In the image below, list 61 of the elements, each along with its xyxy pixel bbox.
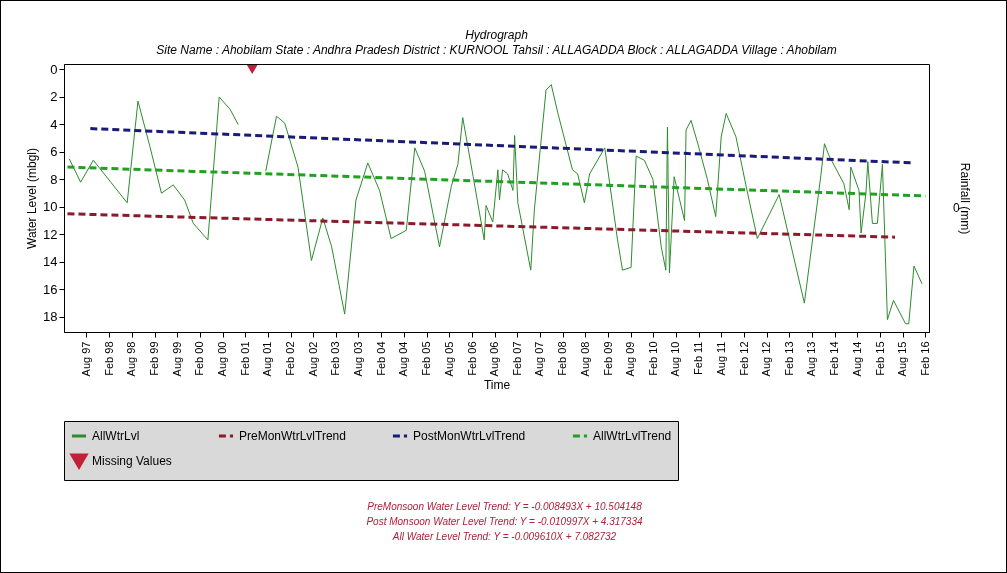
y-tick-label: 14 bbox=[43, 254, 58, 270]
x-tick-label: Feb 13 bbox=[782, 341, 795, 376]
x-tick-label: Aug 02 bbox=[306, 341, 319, 377]
x-tick-label: Aug 05 bbox=[442, 341, 455, 377]
legend-label: PreMonWtrLvlTrend bbox=[239, 429, 346, 443]
x-tick-label: Aug 13 bbox=[805, 341, 818, 377]
x-tick-label: Feb 11 bbox=[692, 341, 705, 375]
text: Post Monsoon Water Level Trend: Y = -0.010997X + 4.317334 bbox=[365, 515, 644, 529]
x-tick-label: Aug 99 bbox=[170, 341, 183, 377]
x-tick-label: Aug 00 bbox=[216, 341, 229, 377]
y-tick-label: 8 bbox=[50, 171, 58, 187]
x-tick-label: Feb 14 bbox=[828, 341, 841, 376]
y-axis-title: Water Level (mbgl) bbox=[25, 148, 40, 249]
x-tick-label: Feb 08 bbox=[556, 341, 569, 376]
x-tick-label: Feb 99 bbox=[148, 341, 161, 376]
x-tick-label: Aug 08 bbox=[578, 341, 591, 377]
x-tick-label: Feb 09 bbox=[601, 341, 614, 376]
x-tick-label: Aug 97 bbox=[79, 341, 92, 377]
x-tick-label: Feb 15 bbox=[873, 341, 886, 376]
x-tick-label: Aug 15 bbox=[896, 341, 909, 377]
x-tick-label: Aug 12 bbox=[760, 341, 773, 377]
x-tick-label: Aug 04 bbox=[397, 341, 410, 377]
x-tick-label: Aug 03 bbox=[351, 341, 364, 377]
text: 0 bbox=[953, 201, 960, 215]
text: All Water Level Trend: Y = -0.009610X + 7.082732 bbox=[391, 530, 618, 544]
x-tick-label: Aug 07 bbox=[533, 341, 546, 377]
legend-label: AllWtrLvlTrend bbox=[593, 429, 672, 443]
y-tick-label: 18 bbox=[43, 309, 58, 325]
x-tick-label: Aug 09 bbox=[624, 341, 637, 377]
y-tick-label: 16 bbox=[43, 281, 58, 297]
y-tick-label: 12 bbox=[43, 226, 58, 242]
x-tick-label: Feb 02 bbox=[284, 341, 297, 376]
legend-label: PostMonWtrLvlTrend bbox=[413, 429, 526, 443]
legend-label: Missing Values bbox=[92, 454, 172, 468]
x-tick-label: Feb 06 bbox=[465, 341, 478, 376]
x-tick-label: Aug 11 bbox=[714, 341, 727, 376]
x-tick-label: Aug 14 bbox=[850, 341, 863, 377]
chart-subtitle: Site Name : Ahobilam State : Andhra Pradesh District : KURNOOL Tahsil : ALLAGADDA Block : ALLAGADDA Village : Ahobilam bbox=[156, 43, 837, 58]
y-tick-label: 6 bbox=[50, 144, 58, 160]
x-tick-label: Aug 01 bbox=[261, 341, 274, 377]
x-tick-label: Aug 10 bbox=[669, 341, 682, 377]
x-tick-label: Feb 16 bbox=[918, 341, 931, 376]
y-tick-label: 2 bbox=[50, 89, 58, 105]
x-tick-label: Feb 03 bbox=[329, 341, 342, 376]
x-tick-label: Aug 06 bbox=[488, 341, 501, 377]
x-tick-label: Feb 00 bbox=[193, 341, 206, 376]
y-tick-label: 0 bbox=[50, 62, 58, 77]
x-tick-label: Feb 01 bbox=[238, 341, 251, 376]
y-tick-label: 10 bbox=[43, 199, 58, 215]
legend-label: AllWtrLvl bbox=[92, 429, 140, 443]
text: PreMonsoon Water Level Trend: Y = -0.008493X + 10.504148 bbox=[366, 500, 643, 514]
y-tick-label: 4 bbox=[50, 116, 58, 132]
x-axis-title: Time bbox=[483, 378, 511, 393]
x-tick-label: Feb 98 bbox=[102, 341, 115, 376]
x-tick-label: Feb 04 bbox=[374, 341, 387, 376]
x-tick-label: Aug 98 bbox=[125, 341, 138, 377]
x-tick-label: Feb 05 bbox=[420, 341, 433, 376]
chart-title: Hydrograph bbox=[465, 28, 529, 43]
x-tick-label: Feb 12 bbox=[737, 341, 750, 376]
x-tick-label: Feb 10 bbox=[646, 341, 659, 376]
x-tick-label: Feb 07 bbox=[510, 341, 523, 376]
